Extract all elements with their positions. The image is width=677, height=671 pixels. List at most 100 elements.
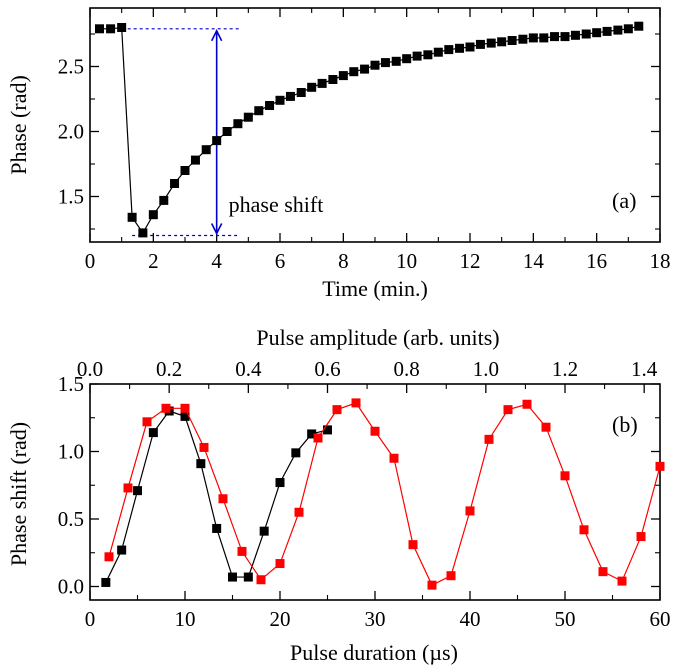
b-data-point: [256, 575, 266, 585]
a-data-point: [528, 33, 538, 43]
a-data-point: [138, 228, 148, 238]
a-xtick-label: 4: [211, 249, 222, 273]
a-xtick-label: 14: [523, 249, 545, 273]
panel-a-plot-frame: [89, 7, 661, 243]
a-data-point: [170, 179, 180, 188]
a-xtick-label: 12: [460, 249, 481, 273]
a-data-point: [254, 106, 264, 116]
a-xtick-label: 6: [275, 249, 286, 273]
b-xtick-label: 30: [365, 607, 386, 631]
b-data-point: [351, 398, 361, 408]
a-data-point: [560, 32, 570, 42]
phase-shift-arrowhead-bottom: [210, 223, 223, 236]
a-data-point: [475, 39, 485, 49]
panel-a-ylabel: Phase (rad): [6, 75, 31, 175]
a-data-point: [613, 25, 623, 35]
a-data-point: [243, 112, 253, 122]
b-data-point: [161, 403, 171, 413]
b-data-point: [218, 494, 228, 504]
b-xtick-label: 50: [555, 607, 576, 631]
panel-a-xlabel: Time (min.): [322, 276, 428, 301]
a-data-point: [380, 58, 390, 68]
b-data-point: [243, 572, 253, 582]
b-data-point: [199, 442, 209, 452]
b-data-point: [446, 571, 456, 581]
a-data-point: [338, 71, 348, 81]
phase-shift-label: phase shift: [229, 192, 324, 217]
b-data-point: [237, 546, 247, 556]
b-ytick-label: 1.0: [58, 440, 84, 464]
panel-b-x2label: Pulse amplitude (arb. units): [256, 325, 499, 350]
panel-b-ylabel: Phase shift (rad): [6, 422, 31, 566]
b-data-point: [560, 471, 570, 481]
b-x2tick-label: 0.8: [394, 357, 420, 381]
a-data-point: [433, 47, 443, 57]
b-data-point: [123, 483, 133, 493]
a-data-point: [402, 54, 412, 64]
a-data-point: [127, 212, 137, 222]
a-data-point: [117, 23, 127, 32]
panel-b-ticks: 0 10 20 30 40 50 60 0.0 0.2 0.4 0.6 0.8 1.0 1.2 1.4 0.0…: [58, 357, 671, 631]
panel-a-series: [95, 21, 644, 238]
b-x2tick-label: 0.0: [77, 357, 103, 381]
b-data-point: [212, 523, 222, 533]
a-data-point: [233, 119, 243, 129]
phase-shift-arrowhead-top: [210, 29, 223, 42]
a-ytick-label: 2.5: [58, 55, 84, 79]
b-data-point: [196, 459, 206, 469]
b-data-point: [636, 532, 646, 542]
b-ytick-label: 0.0: [58, 575, 84, 599]
b-data-point: [389, 453, 399, 463]
b-ytick-label: 1.5: [58, 372, 84, 396]
b-xtick-label: 10: [175, 607, 196, 631]
b-data-point: [541, 422, 551, 432]
a-data-point: [518, 34, 528, 44]
b-x2tick-label: 0.4: [235, 357, 262, 381]
a-data-point: [455, 43, 465, 53]
a-data-point: [602, 26, 612, 36]
a-series-line: [99, 25, 639, 235]
b-data-point: [323, 425, 332, 435]
a-xtick-label: 0: [85, 249, 96, 273]
a-xtick-label: 16: [586, 249, 607, 273]
a-data-point: [423, 50, 433, 60]
a-data-point: [265, 101, 275, 110]
a-data-point: [317, 78, 327, 88]
b-series-line: [108, 402, 661, 586]
b-data-point: [332, 405, 342, 415]
a-data-point: [581, 29, 591, 39]
a-data-point: [550, 32, 560, 42]
a-ytick-label: 2.0: [58, 120, 84, 144]
b-data-point: [503, 405, 513, 415]
panel-b: 0 10 20 30 40 50 60 0.0 0.2 0.4 0.6 0.8 1.0 1.2 1.4 0.0…: [6, 325, 671, 665]
a-data-point: [307, 82, 317, 92]
a-data-point: [222, 127, 232, 136]
a-data-point: [106, 24, 116, 34]
b-xtick-label: 20: [270, 607, 291, 631]
b-xtick-label: 0: [85, 607, 96, 631]
b-data-point: [142, 417, 152, 427]
a-xtick-label: 18: [650, 249, 671, 273]
b-data-point: [313, 433, 323, 443]
a-xtick-label: 8: [338, 249, 349, 273]
b-data-point: [228, 572, 237, 582]
a-data-point: [570, 30, 580, 40]
panel-a-ticks: 0 2 4 6 8 10 12 14 16 18 1.5 2.0 2.5: [58, 8, 671, 273]
a-data-point: [285, 91, 295, 101]
b-x2tick-label: 1.0: [473, 357, 499, 381]
a-xtick-label: 10: [396, 249, 417, 273]
a-data-point: [95, 24, 104, 34]
b-data-point: [408, 540, 418, 550]
b-data-point: [180, 411, 190, 421]
a-xtick-label: 2: [148, 249, 159, 273]
b-data-point: [291, 448, 301, 458]
b-data-point: [101, 577, 111, 587]
b-xtick-label: 60: [650, 607, 671, 631]
a-data-point: [465, 42, 475, 52]
b-data-point: [655, 461, 665, 471]
a-data-point: [623, 24, 633, 34]
b-data-point: [259, 526, 269, 536]
b-data-point: [148, 428, 158, 438]
b-data-point: [104, 552, 114, 562]
